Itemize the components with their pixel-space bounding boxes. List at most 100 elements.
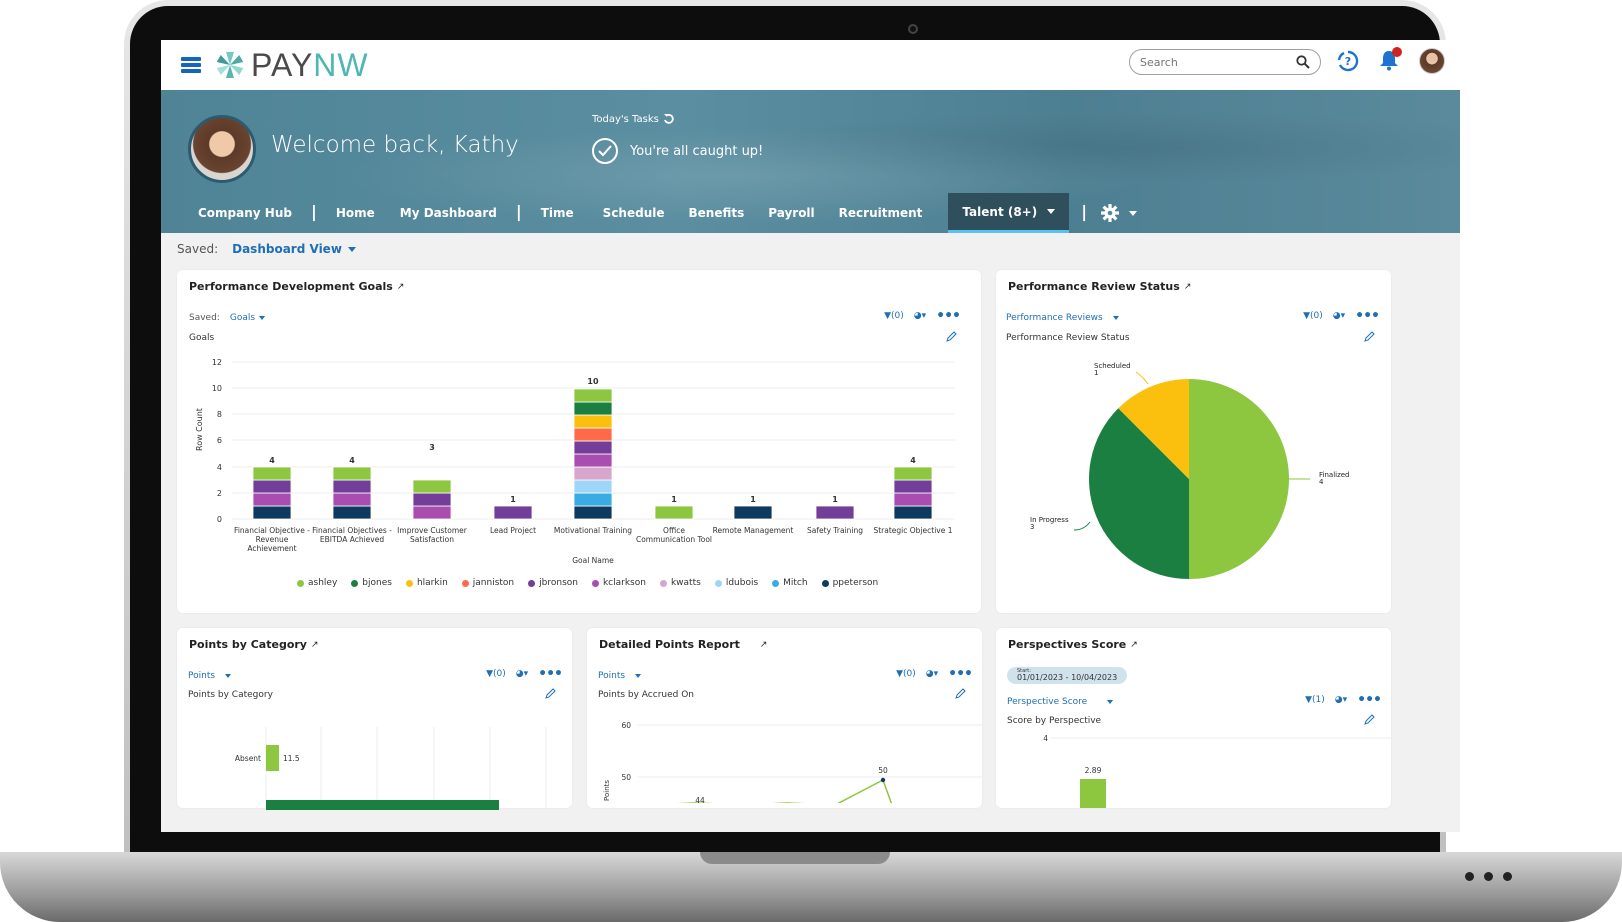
legend-item[interactable]: ppeterson bbox=[821, 578, 878, 588]
svg-text:8: 8 bbox=[217, 410, 222, 419]
svg-text:Scheduled: Scheduled bbox=[1094, 362, 1131, 370]
more-options-icon[interactable]: ••• bbox=[948, 666, 973, 682]
svg-text:10: 10 bbox=[212, 384, 222, 393]
edit-pencil-icon[interactable] bbox=[955, 688, 966, 699]
legend-item[interactable]: bjones bbox=[351, 578, 392, 588]
nav-company-hub[interactable]: Company Hub bbox=[198, 206, 292, 220]
external-link-icon: ↗ bbox=[1183, 281, 1192, 292]
svg-text:EBITDA Achieved: EBITDA Achieved bbox=[320, 535, 384, 544]
check-circle-icon bbox=[592, 138, 618, 164]
legend-item[interactable]: ldubois bbox=[714, 578, 758, 588]
svg-text:4: 4 bbox=[217, 463, 222, 472]
svg-text:11.5: 11.5 bbox=[283, 754, 300, 763]
nav-divider: | bbox=[1081, 202, 1088, 221]
svg-text:60: 60 bbox=[621, 721, 631, 730]
date-range-filter[interactable]: Start: 01/01/2023 - 10/04/2023 bbox=[1007, 667, 1128, 684]
nav-schedule[interactable]: Schedule bbox=[602, 206, 665, 220]
nav-my-dashboard[interactable]: My Dashboard bbox=[399, 206, 497, 220]
main-nav: Company Hub | Home My Dashboard | Time S… bbox=[161, 193, 1149, 233]
card-title[interactable]: Detailed Points Report ↗ bbox=[599, 638, 768, 651]
search-icon[interactable] bbox=[1296, 55, 1310, 69]
nav-recruitment[interactable]: Recruitment bbox=[838, 206, 923, 220]
goals-bar-chart: Row Count 12 10 8 6 4 2 0 bbox=[195, 358, 955, 565]
external-link-icon: ↗ bbox=[1130, 639, 1138, 650]
help-icon[interactable]: ? bbox=[1337, 50, 1359, 72]
search-box[interactable] bbox=[1129, 49, 1321, 75]
card-title[interactable]: Points by Category ↗ bbox=[189, 638, 319, 651]
filter-button[interactable]: ▼(0) bbox=[884, 311, 904, 321]
nav-benefits[interactable]: Benefits bbox=[688, 206, 745, 220]
chart-type-button[interactable]: ◕▾ bbox=[515, 669, 529, 679]
card-title[interactable]: Perspectives Score ↗ bbox=[1008, 638, 1138, 651]
chart-subtitle: Performance Review Status bbox=[1006, 333, 1130, 343]
more-options-icon[interactable]: ••• bbox=[1355, 308, 1380, 324]
legend-item[interactable]: Mitch bbox=[772, 578, 808, 588]
svg-text:4: 4 bbox=[349, 456, 355, 465]
svg-text:Row Count: Row Count bbox=[195, 408, 204, 451]
logo[interactable]: PAYNW bbox=[215, 47, 369, 84]
svg-text:?: ? bbox=[1345, 55, 1351, 68]
card-title[interactable]: Performance Review Status ↗ bbox=[1008, 280, 1192, 293]
menu-icon[interactable] bbox=[181, 57, 201, 73]
user-avatar[interactable] bbox=[1419, 48, 1445, 74]
top-bar: PAYNW ? bbox=[161, 40, 1460, 90]
perspectives-card: Perspectives Score ↗ Start: 01/01/2023 - 1… bbox=[996, 628, 1391, 808]
nav-payroll[interactable]: Payroll bbox=[768, 206, 815, 220]
chart-subtitle: Score by Perspective bbox=[1007, 716, 1102, 726]
more-options-icon[interactable]: ••• bbox=[936, 308, 961, 324]
chart-type-button[interactable]: ◕▾ bbox=[925, 669, 939, 679]
brand-name: PAYNW bbox=[251, 46, 369, 83]
filter-button[interactable]: ▼(0) bbox=[1303, 311, 1323, 321]
points-category-card: Points by Category ↗ Points ▼(0) ◕▾ ••• P… bbox=[177, 628, 572, 813]
svg-text:4: 4 bbox=[1043, 734, 1048, 743]
svg-text:Office: Office bbox=[663, 526, 685, 535]
svg-text:Revenue: Revenue bbox=[256, 535, 289, 544]
chart-type-button[interactable]: ◕▾ bbox=[1332, 311, 1346, 321]
points-dropdown[interactable]: Points bbox=[188, 671, 232, 681]
refresh-icon[interactable] bbox=[663, 113, 675, 125]
more-options-icon[interactable]: ••• bbox=[1357, 692, 1382, 708]
filter-button[interactable]: ▼(1) bbox=[1305, 695, 1325, 705]
legend-item[interactable]: kwatts bbox=[659, 578, 701, 588]
card-title[interactable]: Performance Development Goals ↗ bbox=[189, 280, 405, 293]
dashboard-view-dropdown[interactable]: Dashboard View bbox=[232, 242, 356, 256]
review-dropdown[interactable]: Performance Reviews bbox=[1006, 313, 1119, 323]
nav-time[interactable]: Time bbox=[540, 206, 574, 220]
svg-text:50: 50 bbox=[878, 766, 888, 775]
svg-text:2.89: 2.89 bbox=[1085, 766, 1102, 775]
nav-home[interactable]: Home bbox=[335, 206, 375, 220]
svg-text:4: 4 bbox=[1319, 478, 1324, 486]
goals-saved-dropdown[interactable]: Goals bbox=[230, 313, 266, 323]
filter-button[interactable]: ▼(0) bbox=[486, 669, 506, 679]
nav-talent[interactable]: Talent (8+) bbox=[948, 193, 1070, 233]
svg-text:6: 6 bbox=[217, 436, 222, 445]
settings-menu[interactable] bbox=[1089, 193, 1149, 233]
legend-item[interactable]: kclarkson bbox=[591, 578, 646, 588]
svg-text:Satisfaction: Satisfaction bbox=[410, 535, 454, 544]
search-input[interactable] bbox=[1140, 55, 1290, 69]
edit-pencil-icon[interactable] bbox=[545, 688, 556, 699]
external-link-icon: ↗ bbox=[396, 281, 405, 292]
legend-item[interactable]: jbronson bbox=[528, 578, 578, 588]
filter-button[interactable]: ▼(0) bbox=[896, 669, 916, 679]
review-status-card: Performance Review Status ↗ Performance R… bbox=[996, 270, 1391, 613]
camera bbox=[908, 24, 918, 34]
svg-text:Achievement: Achievement bbox=[247, 544, 296, 553]
tasks-status: You're all caught up! bbox=[592, 138, 763, 164]
chart-type-button[interactable]: ◕▾ bbox=[913, 311, 927, 321]
svg-text:1: 1 bbox=[750, 495, 756, 504]
legend-item[interactable]: ashley bbox=[297, 578, 337, 588]
more-options-icon[interactable]: ••• bbox=[538, 666, 563, 682]
chart-subtitle: Points by Category bbox=[188, 690, 273, 700]
notifications-button[interactable] bbox=[1379, 47, 1402, 75]
points-dropdown[interactable]: Points bbox=[598, 671, 642, 681]
edit-pencil-icon[interactable] bbox=[1364, 331, 1375, 342]
edit-pencil-icon[interactable] bbox=[946, 331, 957, 342]
external-link-icon: ↗ bbox=[310, 639, 319, 650]
edit-pencil-icon[interactable] bbox=[1364, 714, 1375, 725]
legend-item[interactable]: hlarkin bbox=[405, 578, 448, 588]
svg-text:0: 0 bbox=[217, 515, 222, 524]
perspective-dropdown[interactable]: Perspective Score bbox=[1007, 697, 1114, 707]
legend-item[interactable]: janniston bbox=[461, 578, 514, 588]
chart-type-button[interactable]: ◕▾ bbox=[1334, 695, 1348, 705]
